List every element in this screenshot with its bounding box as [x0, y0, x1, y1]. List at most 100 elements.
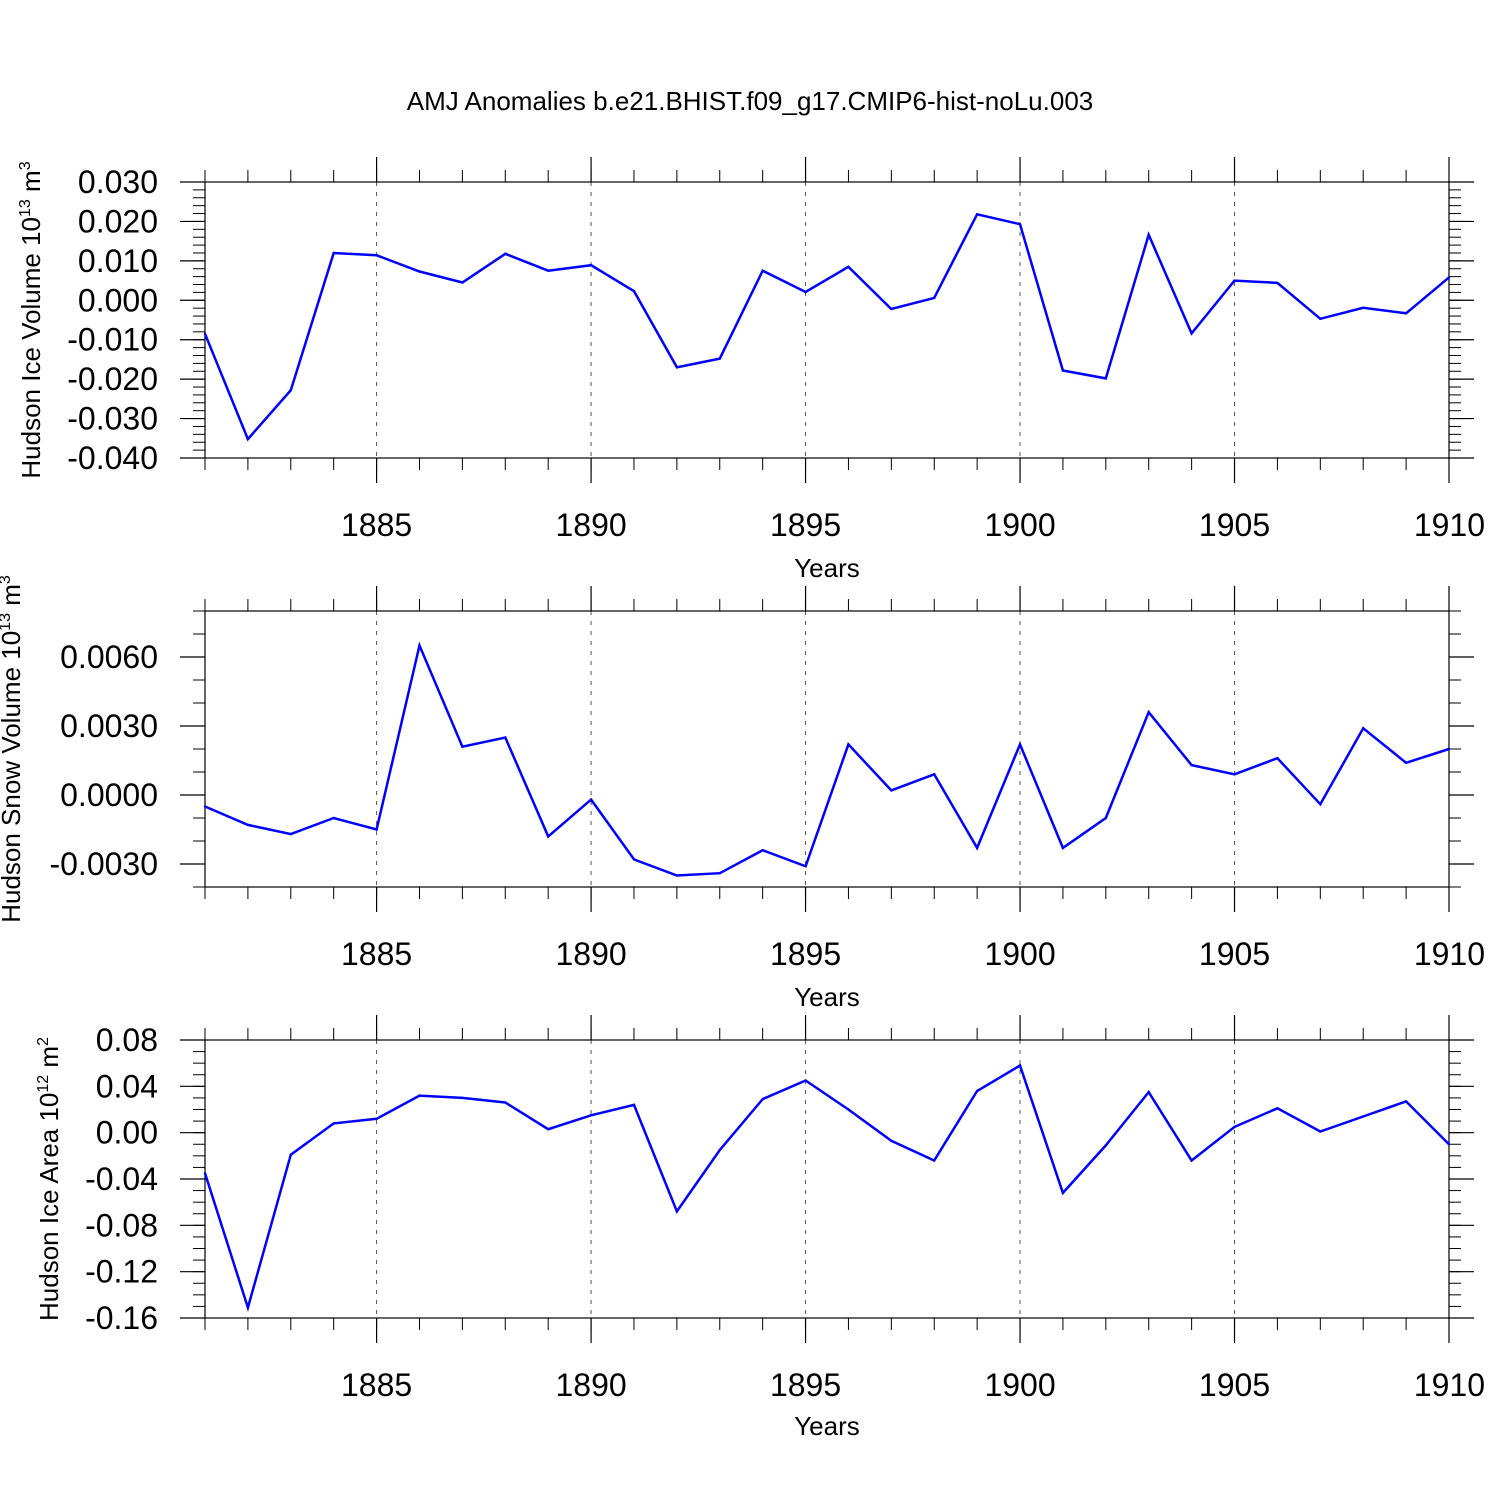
data-point [332, 1122, 335, 1125]
data-point [933, 773, 936, 776]
data-point [1404, 312, 1408, 315]
data-point [461, 745, 464, 748]
plot-frame [204, 181, 1450, 459]
data-point [1233, 1125, 1236, 1129]
data-point [1404, 1100, 1408, 1103]
x-axis-label: Years [794, 1411, 860, 1441]
data-point [246, 437, 250, 441]
data-point [1276, 757, 1279, 760]
data-point [761, 269, 764, 272]
x-tick-label: 1900 [984, 1367, 1055, 1403]
data-point [1018, 1064, 1022, 1067]
x-tick-label: 1890 [555, 507, 626, 543]
data-point [246, 823, 250, 827]
y-tick-label: 0.08 [96, 1022, 158, 1058]
y-tick-label: 0.04 [96, 1068, 158, 1104]
data-point [1147, 1090, 1150, 1094]
data-point [804, 290, 807, 294]
y-tick-label: 0.00 [96, 1115, 158, 1151]
data-point [418, 644, 421, 647]
y-tick-label: 0.000 [78, 282, 158, 318]
data-point [1104, 816, 1108, 820]
data-point [632, 858, 636, 861]
data-point [804, 1079, 807, 1082]
data-point [1147, 233, 1150, 237]
data-point [675, 366, 679, 369]
data-point [504, 252, 507, 255]
data-point [1061, 1191, 1065, 1195]
data-point [1362, 1115, 1365, 1118]
data-point [1233, 773, 1236, 776]
x-tick-label: 1910 [1414, 1367, 1485, 1403]
data-point [718, 1148, 721, 1152]
x-tick-label: 1895 [770, 936, 841, 972]
data-point [1319, 1130, 1322, 1133]
data-point [1104, 377, 1108, 380]
data-point [718, 357, 721, 360]
y-tick-label: 0.020 [78, 203, 158, 239]
data-point [1018, 222, 1022, 226]
data-point [847, 1108, 850, 1111]
y-axis-label: Hudson Snow Volume 1013 m3 [0, 575, 26, 923]
chart-title: AMJ Anomalies b.e21.BHIST.f09_g17.CMIP6-… [406, 86, 1094, 116]
data-point [933, 296, 936, 300]
data-point [847, 265, 850, 268]
data-point [675, 874, 679, 877]
y-tick-label: -0.16 [85, 1300, 158, 1336]
y-tick-label: 0.0030 [60, 708, 158, 744]
data-point [589, 1114, 593, 1117]
data-point [289, 1153, 292, 1156]
data-point [375, 1117, 378, 1120]
data-point [1061, 846, 1065, 850]
data-point [246, 1306, 250, 1309]
x-tick-label: 1910 [1414, 507, 1485, 543]
data-point [1190, 763, 1193, 767]
data-point [890, 307, 893, 311]
x-tick-label: 1885 [341, 507, 412, 543]
data-point [761, 849, 764, 852]
data-point [718, 872, 721, 875]
data-point [847, 743, 850, 746]
data-point [589, 263, 593, 267]
data-point [975, 213, 979, 216]
data-point [589, 798, 593, 801]
y-tick-label: 0.0000 [60, 777, 158, 813]
data-point [761, 1097, 764, 1101]
plot-frame [204, 610, 1450, 888]
data-point [332, 251, 335, 255]
y-tick-label: -0.0030 [49, 846, 158, 882]
data-point [975, 846, 979, 850]
data-point [1233, 279, 1236, 282]
data-point [1362, 727, 1365, 730]
data-point [418, 1094, 421, 1097]
data-point [504, 1101, 507, 1104]
y-tick-label: -0.04 [85, 1161, 158, 1197]
x-tick-label: 1890 [555, 936, 626, 972]
data-point [1362, 306, 1365, 309]
chart-panel-3: -0.16 -0.12 -0.08 -0.04 0.00 0.04 0.08 1885 1890… [34, 1015, 1485, 1441]
data-point [1276, 281, 1279, 285]
data-point [890, 1139, 893, 1142]
data-point [890, 789, 893, 792]
data-point [675, 1210, 679, 1213]
x-tick-label: 1905 [1199, 507, 1270, 543]
chart-panel-2: -0.0030 0.0000 0.0030 0.0060 1885 1890 1895 190… [0, 575, 1485, 1012]
data-point [375, 828, 378, 831]
data-point [632, 290, 636, 293]
data-point [289, 388, 292, 392]
data-point [1190, 332, 1193, 335]
data-point [1319, 803, 1322, 806]
data-point [546, 269, 550, 272]
data-point [546, 835, 550, 838]
data-point [461, 281, 464, 284]
y-tick-label: -0.08 [85, 1207, 158, 1243]
x-tick-label: 1905 [1199, 936, 1270, 972]
data-point [1319, 317, 1322, 321]
data-point [504, 736, 507, 739]
data-point [203, 332, 207, 335]
data-point [203, 1172, 207, 1175]
y-axis-label: Hudson Ice Volume 1013 m3 [16, 161, 46, 478]
x-tick-label: 1885 [341, 936, 412, 972]
data-point [418, 270, 421, 273]
y-axis-label: Hudson Ice Area 1012 m2 [34, 1037, 64, 1321]
